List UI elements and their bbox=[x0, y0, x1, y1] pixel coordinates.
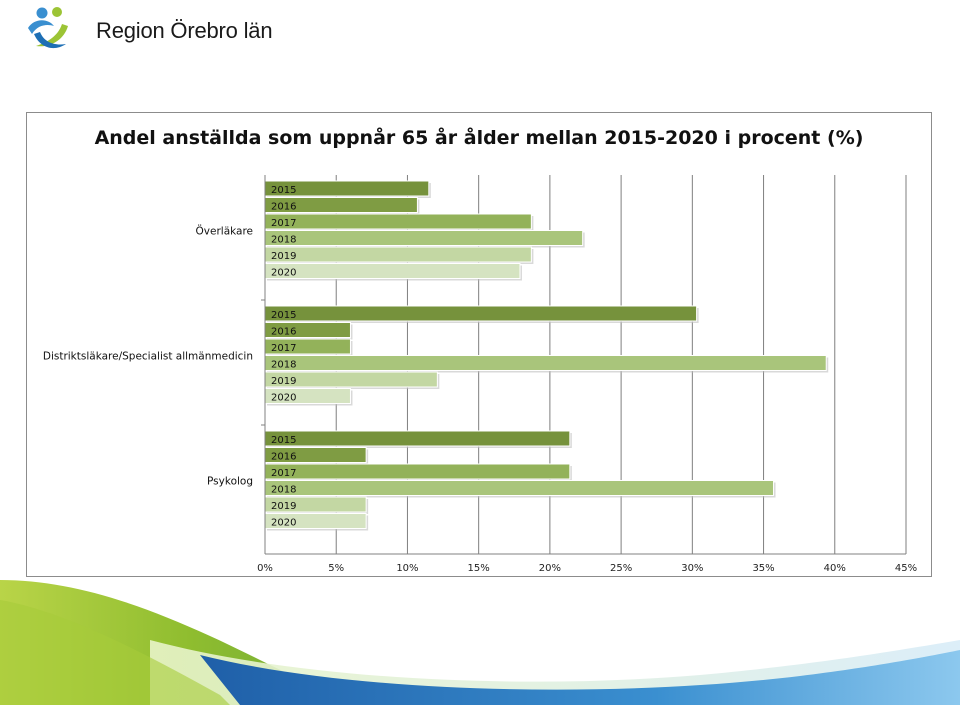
x-tick-label: 45% bbox=[895, 563, 917, 574]
bar-year-label: 2019 bbox=[271, 251, 296, 262]
x-tick-label: 40% bbox=[824, 563, 846, 574]
bar-year-label: 2015 bbox=[271, 185, 296, 196]
category-label: Distriktsläkare/Specialist allmänmedicin bbox=[43, 351, 253, 363]
bar-2017-2 bbox=[264, 463, 571, 480]
bar-year-label: 2020 bbox=[271, 393, 296, 404]
bar-year-label: 2018 bbox=[271, 235, 296, 246]
x-tick-label: 20% bbox=[539, 563, 561, 574]
bar-2018-2 bbox=[264, 480, 775, 496]
bar-2017-0 bbox=[264, 213, 532, 230]
x-tick-label: 30% bbox=[681, 563, 703, 574]
bar-2015-1 bbox=[264, 305, 698, 322]
bar-year-label: 2019 bbox=[271, 376, 296, 387]
bar-year-label: 2016 bbox=[271, 202, 296, 213]
bar-2020-0 bbox=[264, 263, 521, 279]
chart-title: Andel anställda som uppnår 65 år ålder m… bbox=[94, 127, 864, 149]
bar-year-label: 2017 bbox=[271, 343, 296, 354]
x-tick-label: 25% bbox=[610, 563, 632, 574]
bar-year-label: 2019 bbox=[271, 501, 296, 512]
category-label: Psykolog bbox=[207, 476, 253, 488]
bar-year-label: 2016 bbox=[271, 327, 296, 338]
bar-chart: 0% 5% 10% 15% 20% 25% 30% 35% 40% 45% 2015 2016 2017… bbox=[43, 175, 917, 574]
x-tick-label: 35% bbox=[752, 563, 774, 574]
region-orebro-logo-icon bbox=[28, 7, 68, 49]
footer-wave-decoration bbox=[0, 580, 960, 705]
bar-year-label: 2017 bbox=[271, 468, 296, 479]
x-tick-label: 0% bbox=[257, 563, 273, 574]
bar-2018-1 bbox=[264, 355, 827, 371]
x-tick-label: 10% bbox=[396, 563, 418, 574]
bar-year-label: 2017 bbox=[271, 218, 296, 229]
logo-text: Region Örebro län bbox=[96, 18, 273, 43]
bar-2019-0 bbox=[264, 246, 532, 263]
bar-2015-2 bbox=[264, 430, 571, 447]
x-tick-label: 5% bbox=[328, 563, 344, 574]
category-label: Överläkare bbox=[196, 225, 253, 238]
x-tick-label: 15% bbox=[468, 563, 490, 574]
bar-year-label: 2018 bbox=[271, 485, 296, 496]
chart-frame: Andel anställda som uppnår 65 år ålder m… bbox=[26, 112, 932, 577]
bar-year-label: 2015 bbox=[271, 310, 296, 321]
bar-year-label: 2018 bbox=[271, 360, 296, 371]
bar-year-label: 2020 bbox=[271, 518, 296, 529]
bar-year-label: 2015 bbox=[271, 435, 296, 446]
bar-year-label: 2020 bbox=[271, 268, 296, 279]
region-orebro-logo: Region Örebro län bbox=[24, 4, 273, 56]
bar-2018-0 bbox=[264, 230, 584, 246]
bar-year-label: 2016 bbox=[271, 452, 296, 463]
